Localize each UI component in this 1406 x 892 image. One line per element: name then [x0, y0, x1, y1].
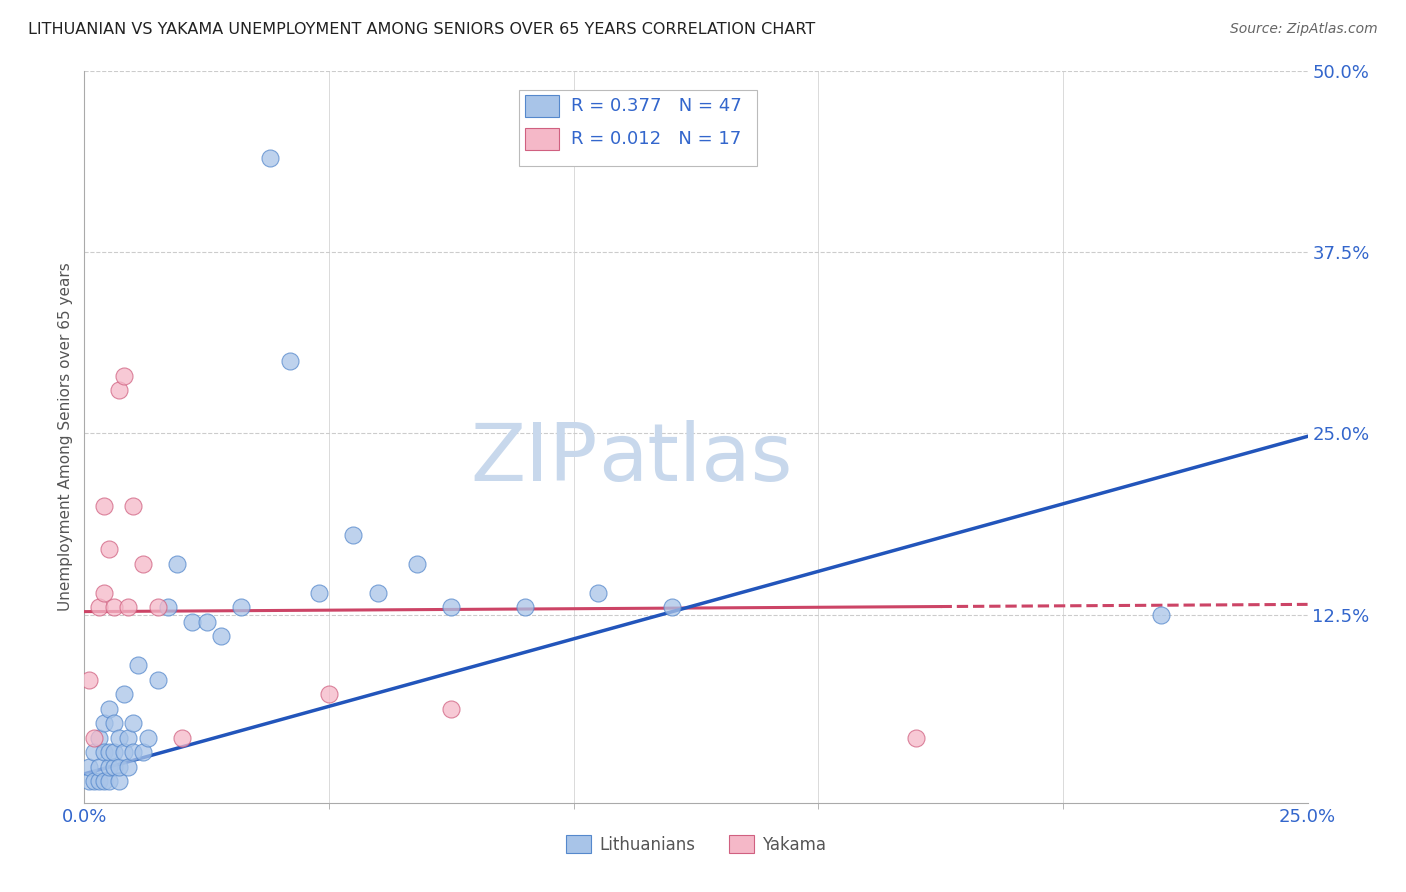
Point	[259, 151, 281, 165]
Point	[181, 615, 204, 629]
Point	[83, 774, 105, 789]
Point	[77, 759, 100, 773]
Point	[107, 759, 129, 773]
Point	[93, 499, 115, 513]
Text: Source: ZipAtlas.com: Source: ZipAtlas.com	[1230, 22, 1378, 37]
Point	[117, 600, 139, 615]
Point	[172, 731, 194, 745]
Point	[146, 600, 169, 615]
Point	[97, 701, 120, 715]
Point	[586, 586, 609, 600]
Point	[1150, 607, 1173, 622]
Point	[195, 615, 218, 629]
Point	[107, 731, 129, 745]
FancyBboxPatch shape	[524, 95, 560, 118]
Point	[107, 774, 129, 789]
Point	[406, 557, 429, 571]
Point	[112, 687, 135, 701]
Point	[905, 731, 928, 745]
Point	[122, 745, 145, 759]
Point	[367, 586, 389, 600]
Point	[209, 629, 232, 643]
Point	[107, 383, 129, 397]
Text: atlas: atlas	[598, 420, 793, 498]
Point	[93, 774, 115, 789]
Point	[103, 716, 125, 731]
Point	[93, 716, 115, 731]
Point	[278, 354, 301, 368]
Point	[103, 759, 125, 773]
Point	[87, 759, 110, 773]
Point	[117, 759, 139, 773]
Text: R = 0.377   N = 47: R = 0.377 N = 47	[571, 97, 742, 115]
Point	[156, 600, 179, 615]
Legend: Lithuanians, Yakama: Lithuanians, Yakama	[560, 829, 832, 860]
Point	[308, 586, 330, 600]
Point	[166, 557, 188, 571]
Point	[136, 731, 159, 745]
Point	[103, 600, 125, 615]
Text: ZIP: ZIP	[471, 420, 598, 498]
Point	[97, 774, 120, 789]
Point	[112, 745, 135, 759]
Point	[97, 759, 120, 773]
Point	[97, 745, 120, 759]
Point	[87, 731, 110, 745]
Point	[127, 658, 149, 673]
Point	[87, 600, 110, 615]
Point	[87, 774, 110, 789]
Point	[93, 745, 115, 759]
Point	[112, 368, 135, 383]
FancyBboxPatch shape	[524, 128, 560, 150]
Point	[117, 731, 139, 745]
Point	[132, 557, 155, 571]
Point	[77, 673, 100, 687]
Point	[103, 745, 125, 759]
FancyBboxPatch shape	[519, 90, 758, 167]
Point	[440, 600, 463, 615]
Point	[97, 542, 120, 557]
Point	[93, 586, 115, 600]
Point	[146, 673, 169, 687]
Point	[122, 499, 145, 513]
Point	[83, 745, 105, 759]
Point	[318, 687, 340, 701]
Text: R = 0.012   N = 17: R = 0.012 N = 17	[571, 129, 741, 148]
Text: LITHUANIAN VS YAKAMA UNEMPLOYMENT AMONG SENIORS OVER 65 YEARS CORRELATION CHART: LITHUANIAN VS YAKAMA UNEMPLOYMENT AMONG …	[28, 22, 815, 37]
Point	[122, 716, 145, 731]
Y-axis label: Unemployment Among Seniors over 65 years: Unemployment Among Seniors over 65 years	[58, 263, 73, 611]
Point	[229, 600, 252, 615]
Point	[440, 701, 463, 715]
Point	[661, 600, 683, 615]
Point	[132, 745, 155, 759]
Point	[342, 528, 364, 542]
Point	[77, 774, 100, 789]
Point	[513, 600, 536, 615]
Point	[83, 731, 105, 745]
